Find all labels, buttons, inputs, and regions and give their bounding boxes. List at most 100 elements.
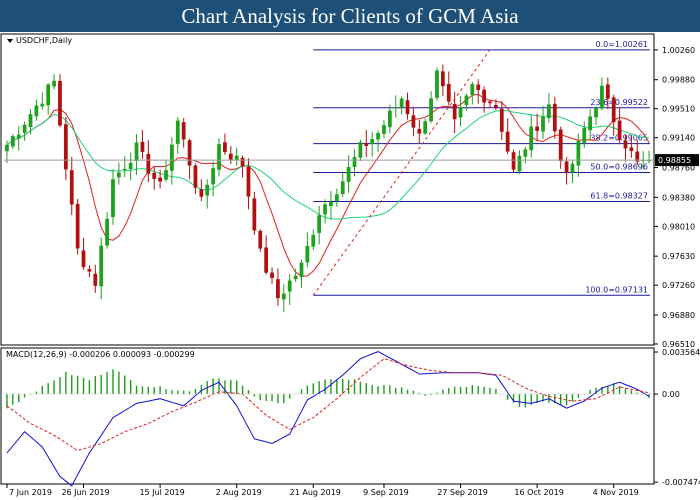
- candle-body: [617, 120, 622, 140]
- symbol-dropdown-icon[interactable]: [7, 39, 13, 43]
- current-price-line: 0.98855: [4, 154, 699, 167]
- candle-body: [505, 131, 510, 152]
- candle-body: [329, 201, 333, 207]
- ma-slow-line: [6, 110, 650, 220]
- candle-body: [152, 172, 157, 179]
- fib-level-label: 0.0=1.00261: [595, 40, 648, 49]
- fib-trendline: [312, 49, 491, 296]
- time-tick-label: 21 Aug 2019: [290, 488, 341, 497]
- candle-body: [193, 165, 198, 188]
- candle-body: [623, 140, 628, 149]
- candle-body: [270, 272, 274, 278]
- candle-body: [34, 105, 39, 117]
- time-tick-label: 4 Nov 2019: [593, 488, 639, 497]
- candle-body: [46, 84, 51, 106]
- macd-histogram: [6, 369, 650, 409]
- candle-body: [564, 161, 569, 174]
- candle-body: [158, 177, 162, 182]
- candle-body: [205, 184, 210, 196]
- candle-body: [211, 168, 216, 185]
- candle-body: [323, 204, 327, 215]
- ma-fast-line: [6, 93, 650, 277]
- price-tick-label: 0.98010: [662, 222, 695, 231]
- candle-body: [317, 215, 322, 233]
- candle-body: [452, 103, 457, 120]
- price-tick-label: 1.00260: [662, 46, 695, 55]
- candle-body: [170, 144, 174, 171]
- time-tick-label: 16 Oct 2019: [514, 488, 563, 497]
- candle-body: [234, 155, 239, 160]
- candle-body: [87, 269, 92, 272]
- macd-panel-frame: [0, 347, 655, 485]
- candle-body: [105, 218, 109, 246]
- macd-tick-label: 0.003564: [662, 348, 700, 357]
- candle-body: [40, 103, 45, 107]
- page-title: Chart Analysis for Clients of GCM Asia: [0, 0, 700, 32]
- candle-body: [588, 116, 593, 131]
- macd-lines: [6, 351, 650, 487]
- candle-body: [122, 168, 127, 171]
- candle-body: [175, 120, 180, 144]
- candle-body: [293, 275, 298, 280]
- candle-body: [52, 80, 56, 87]
- fibonacci-trendline: [312, 49, 491, 296]
- candle-body: [81, 250, 86, 268]
- candle-body: [405, 100, 410, 115]
- candle-body: [10, 136, 15, 147]
- price-tick-label: 0.99510: [662, 105, 695, 114]
- price-axis: 1.00260 0.99880 0.99510 0.99140 0.98760 0.983…: [654, 46, 695, 349]
- price-tick-label: 0.96510: [662, 340, 695, 349]
- time-tick-label: 15 Jul 2019: [139, 488, 184, 497]
- main-panel-frame: [0, 33, 655, 346]
- candle-body: [429, 98, 433, 122]
- candle-body: [464, 95, 469, 106]
- candle-body: [570, 163, 575, 173]
- price-tick-label: 0.98380: [662, 193, 695, 202]
- time-tick-label: 7 Jun 2019: [9, 488, 52, 497]
- candle-body: [5, 144, 9, 152]
- candle-body: [517, 155, 522, 172]
- candle-body: [58, 80, 62, 126]
- macd-tick-label: -0.007474: [662, 478, 700, 487]
- candle-body: [217, 144, 221, 170]
- candle-body: [99, 245, 104, 287]
- candlesticks: [5, 64, 651, 313]
- fib-level-label: 100.0=0.97131: [585, 285, 648, 294]
- candle-body: [376, 133, 380, 140]
- candle-body: [223, 142, 227, 153]
- candle-body: [547, 104, 551, 118]
- candle-body: [116, 172, 121, 178]
- candle-body: [181, 122, 186, 140]
- candle-body: [146, 153, 151, 174]
- candle-body: [476, 84, 481, 91]
- candle-body: [482, 89, 486, 103]
- time-axis: 7 Jun 2019 26 Jun 2019 15 Jul 2019 2 Aug 20…: [6, 484, 639, 497]
- chart-area: 0.0=1.0026123.6=0.9952238.2=0.9906550.0=…: [0, 33, 700, 497]
- price-tick-label: 0.97630: [662, 252, 695, 261]
- macd-signal-line: [6, 358, 650, 452]
- candle-body: [28, 114, 33, 127]
- current-price-label: 0.98855: [658, 156, 691, 165]
- candle-body: [411, 115, 416, 128]
- candle-body: [311, 234, 316, 247]
- candle-body: [535, 126, 540, 131]
- candle-body: [523, 149, 528, 157]
- candle-body: [358, 142, 363, 158]
- candle-body: [164, 170, 168, 180]
- candle-body: [305, 245, 310, 263]
- candle-body: [393, 107, 398, 109]
- candle-body: [16, 134, 21, 139]
- candle-body: [63, 124, 68, 170]
- candle-body: [488, 101, 492, 104]
- candle-body: [529, 126, 534, 151]
- time-tick-label: 2 Aug 2019: [216, 488, 262, 497]
- candle-body: [340, 181, 345, 195]
- candle-body: [281, 293, 286, 300]
- current-price-tag: [655, 154, 699, 167]
- candle-body: [458, 107, 463, 118]
- candle-body: [228, 153, 233, 160]
- candle-body: [435, 70, 439, 98]
- candle-body: [287, 280, 292, 292]
- fib-level-label: 61.8=0.98327: [590, 191, 648, 200]
- macd-label: MACD(12,26,9) -0.000206 0.000093 -0.0002…: [6, 350, 195, 359]
